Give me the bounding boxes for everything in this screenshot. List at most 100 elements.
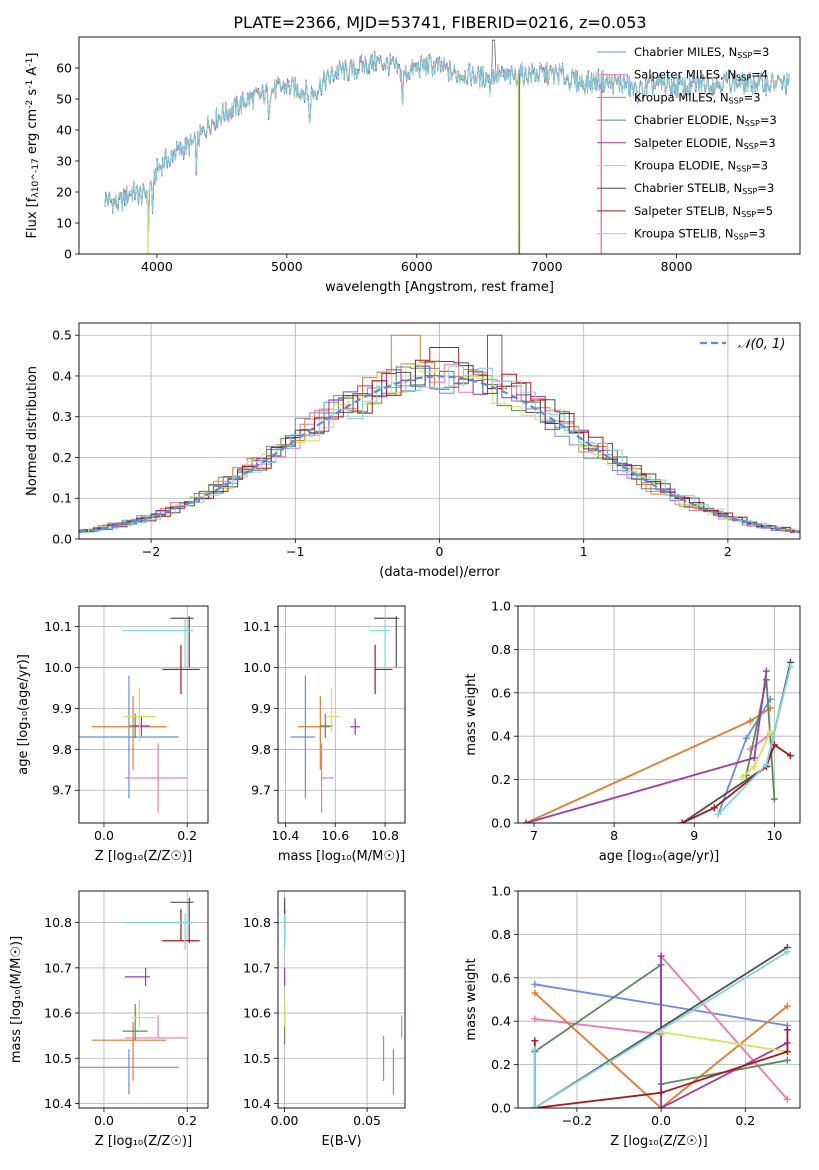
y-tick-label: 0.2 (491, 1057, 511, 1072)
weight-line-kroupa_stelib (533, 951, 788, 1108)
spectrum-line-kroupa_stelib (104, 52, 790, 231)
weight-marker-kroupa_elodie (766, 728, 774, 736)
y-tick-label: 9.7 (52, 783, 72, 798)
weight-marker-kroupa_stelib (786, 663, 794, 671)
y-tick-label: 0.3 (52, 409, 72, 424)
x-tick-label: 10.8 (371, 828, 399, 843)
x-axis-label: age [log₁₀(age/yr)] (599, 849, 720, 864)
y-tick-label: 0.6 (491, 685, 511, 700)
plot-area (290, 616, 399, 813)
plot-area (79, 616, 200, 813)
errorbar-kroupa_miles (91, 1022, 167, 1081)
weight-marker-salpeter_miles (783, 1095, 791, 1103)
y-tick-label: 10.7 (44, 960, 72, 975)
legend-label-chabrier_stelib: Chabrier STELIB, NSSP​=3 (634, 181, 774, 196)
y-tick-label: 10.8 (243, 915, 271, 930)
panel-spectrum: 4000 5000 6000 7000 8000 0 10 20 30 40 50 60 wavelen… (25, 36, 801, 295)
y-tick-label: 10.0 (44, 660, 72, 675)
y-axis-label: mass [log₁₀(M/M☉)] (9, 936, 24, 1063)
errorbar-kroupa_elodie (122, 687, 156, 742)
errorbar-kroupa_elodie (326, 687, 340, 733)
weight-marker-kroupa_elodie (750, 763, 758, 771)
errorbar-salpeter_elodie (133, 715, 150, 737)
panel-age_vs_mass: 10.4 10.6 10.8 9.7 9.8 9.9 10.0 10.1 mass [log₁₀… (243, 605, 406, 864)
y-tick-label: 10 (56, 216, 72, 231)
x-axis-label: mass [log₁₀(M/M☉)] (278, 849, 405, 864)
axes-frame (277, 890, 406, 1109)
weight-marker-salpeter_elodie (657, 952, 665, 960)
panel-age_vs_Z: 0.0 0.2 9.7 9.8 9.9 10.0 10.1 Z [log₁₀(Z/Z☉)] ag… (16, 605, 209, 864)
x-tick-label: 8000 (661, 259, 693, 274)
x-axis-label: wavelength [Angstrom, rest frame] (325, 280, 554, 295)
axes-frame (78, 605, 209, 824)
x-tick-label: 4000 (141, 259, 173, 274)
legend-label-chabrier_elodie: Chabrier ELODIE, NSSP​=3 (634, 113, 777, 128)
y-axis-label: age [log₁₀(age/yr)] (16, 654, 31, 775)
y-tick-label: 0.5 (52, 328, 72, 343)
x-tick-label: −0.2 (562, 1113, 592, 1128)
axes-frame (78, 36, 801, 255)
x-axis-label: Z [log₁₀(Z/Z☉)] (610, 1134, 707, 1149)
errorbar-chabrier_stelib (170, 897, 194, 943)
x-tick-label: 7000 (531, 259, 563, 274)
y-tick-label: 0.2 (52, 450, 72, 465)
axes-frame (517, 605, 801, 824)
legend-label-salpeter_elodie: Salpeter ELODIE, NSSP​=3 (634, 136, 776, 151)
x-tick-label: 6000 (401, 259, 433, 274)
weight-marker-kroupa_stelib (714, 810, 722, 818)
axes-frame (277, 605, 406, 824)
weight-marker-salpeter_stelib (783, 1026, 791, 1034)
y-tick-label: 0.2 (491, 772, 511, 787)
weight-marker-salpeter_elodie (762, 667, 770, 675)
y-tick-label: 0.0 (491, 1101, 511, 1116)
errorbar-salpeter_stelib (162, 909, 200, 942)
errorbar-chabrier_miles (290, 675, 316, 799)
y-tick-label: 0.4 (52, 368, 72, 383)
y-tick-label: 0.0 (52, 532, 72, 547)
weight-marker-salpeter_stelib (710, 804, 718, 812)
panel-residuals: −2 −1 0 1 2 0.0 0.1 0.2 0.3 0.4 0.5 (data-model)/er… (25, 322, 801, 580)
y-tick-label: 0.0 (491, 816, 511, 831)
y-axis-label: mass weight (464, 673, 479, 755)
y-tick-label: 40 (56, 123, 72, 138)
y-tick-label: 10.6 (44, 1006, 72, 1021)
weight-marker-salpeter_stelib (657, 1089, 665, 1097)
y-tick-label: 9.8 (251, 742, 271, 757)
y-tick-label: 10.8 (44, 915, 72, 930)
x-axis-label: E(B-V) (321, 1134, 361, 1149)
panel-mass_vs_ebv: 0.00 0.05 10.4 10.5 10.6 10.7 10.8 E(B-V) (243, 890, 406, 1149)
y-tick-label: 0.1 (52, 491, 72, 506)
legend-label-salpeter_miles: Salpeter MILES, NSSP​=4 (634, 68, 768, 83)
errorbar-salpeter_stelib (374, 644, 393, 695)
weight-marker-salpeter_stelib (531, 1037, 539, 1045)
x-tick-label: 9 (690, 828, 698, 843)
figure-title: PLATE=2366, MJD=53741, FIBERID=0216, z=0… (233, 13, 646, 32)
x-tick-label: 0.00 (271, 1113, 299, 1128)
errorbar-kroupa_elodie (131, 999, 156, 1027)
y-tick-label: 30 (56, 154, 72, 169)
x-tick-label: 10.4 (272, 828, 300, 843)
gaussian-curve (79, 375, 800, 533)
y-tick-label: 0.4 (491, 729, 511, 744)
legend-label-kroupa_miles: Kroupa MILES, NSSP​=3 (634, 90, 761, 105)
errorbar-kroupa_stelib (370, 618, 391, 668)
y-tick-label: 9.7 (251, 783, 271, 798)
y-tick-label: 50 (56, 92, 72, 107)
axes-frame (78, 322, 801, 540)
y-axis-label: Flux [fλ10^-17​ erg cm-2​ s-1​ A-1​] (25, 53, 41, 239)
weight-marker-salpeter_stelib (783, 1048, 791, 1056)
y-tick-label: 9.9 (251, 701, 271, 716)
errorbar-chabrier_elodie (320, 713, 333, 739)
weight-marker-salpeter_elodie (750, 754, 758, 762)
x-tick-label: 0.2 (177, 1113, 197, 1128)
weight-marker-chabrier_miles (742, 734, 750, 742)
y-tick-label: 10.5 (44, 1051, 72, 1066)
panel-weight_vs_Z: −0.2 0.0 0.2 0.0 0.2 0.4 0.6 0.8 1.0 Z [log₁₀(Z/Z… (464, 884, 801, 1149)
y-tick-label: 0.8 (491, 642, 511, 657)
y-tick-label: 9.8 (52, 742, 72, 757)
plot-area (79, 334, 800, 534)
weight-marker-chabrier_elodie (783, 1056, 791, 1064)
y-tick-label: 10.0 (243, 660, 271, 675)
y-axis-label: Normed distribution (25, 366, 40, 496)
